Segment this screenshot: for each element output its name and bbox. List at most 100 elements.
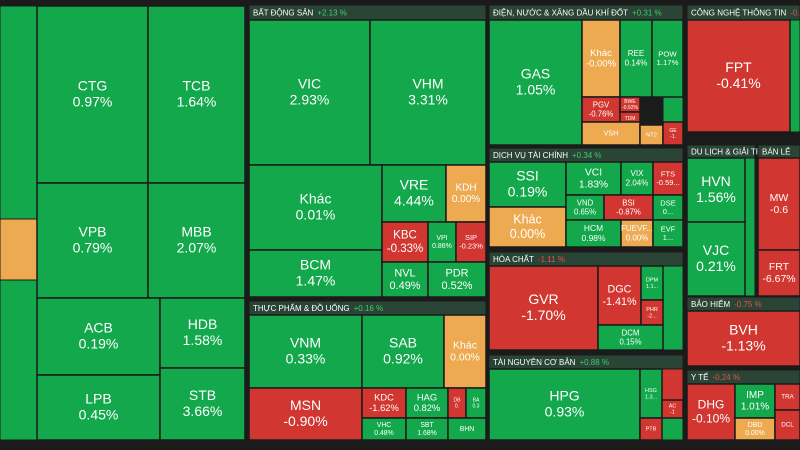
tile-ticker: FTS [661,169,675,178]
tile-change: -1.13% [721,338,765,354]
tile-change: 3.66% [183,403,223,419]
tile [0,218,38,281]
tile-change: 0.14% [625,58,648,67]
tile [619,19,653,98]
tile [744,157,756,297]
tile-change: 0.52% [442,280,473,292]
tile-ticker: ACB [84,320,113,336]
tile-ticker: DB [454,398,462,404]
tile-change: 0.01% [296,207,336,223]
tile-change: 1.05% [516,82,556,98]
tile [455,221,487,263]
tile-ticker: KDH [455,183,476,194]
tile-change: 3.31% [408,92,448,108]
tile [427,221,457,263]
tile [248,164,383,251]
tile-change: 0... [663,207,673,216]
tile-ticker: VPI [436,235,447,242]
tile [651,19,684,98]
tile-ticker: Khác [300,191,332,207]
tile-ticker: VCI [585,168,602,179]
sector-name: BẢO HIỂM [691,300,730,309]
sector-name: ĐIỆN, NƯỚC & XĂNG DẦU KHÍ ĐỐT [493,8,628,18]
tile [686,19,791,133]
tile-ticker: VNM [290,335,321,351]
tile-ticker: SBT [420,422,434,429]
tile [661,417,684,441]
tile-ticker: BCM [300,257,331,273]
tile-change: 1.17% [657,58,679,67]
tile [686,221,746,297]
tile-ticker: VIC [298,76,321,92]
sector-change: +0.16 % [354,304,384,313]
sector-name: THỰC PHẨM & ĐỒ UỐNG [253,303,350,313]
tile-ticker: PHR [646,307,658,313]
tile-change: 0.00% [510,227,545,241]
tile [662,121,684,146]
tile-ticker: REE [628,49,644,58]
sector-name: DỊCH VỤ TÀI CHÍNH [493,151,568,160]
tile [445,164,487,223]
sector-change: +0.31 % [632,9,662,18]
tile [488,368,641,441]
tile-change: 0.00% [745,430,764,437]
tile-ticker: MBB [181,224,211,240]
sector-name: CÔNG NGHỆ THÔNG TIN [691,9,786,18]
tile-change: 0.19% [79,336,119,352]
tile-ticker: DHG [698,398,725,412]
sector-name: BẤT ĐỘNG SẢN [253,8,314,18]
tile-change: 1... [663,233,673,242]
tile-ticker: LPB [85,391,111,407]
tile-change: 1.68% [417,430,436,437]
tile [597,324,664,351]
tile-ticker: FPT [725,59,752,75]
tile-change: -0.87% [616,207,641,216]
tile-change: -2... [647,313,657,319]
tile [248,314,363,389]
tile-ticker: VIX [631,169,645,178]
tile-ticker: PDR [445,267,468,279]
tile-ticker: POW [658,49,677,58]
tile [36,5,149,184]
tile-change: -0.23% [459,241,483,250]
tile [248,387,363,441]
tile-ticker: MSN [290,397,321,413]
tile-ticker: VHC [377,422,392,429]
tile-ticker: KBC [393,230,417,242]
tile-change: 0.15% [619,337,641,346]
tile-change: -1 [670,410,675,416]
tile-ticker: HDB [188,316,218,332]
tile-change: 0.49% [390,280,421,292]
tile [662,265,684,351]
tile [757,249,800,297]
tile-ticker: EVF [661,224,676,233]
tile [661,368,684,401]
sector-name: TÀI NGUYÊN CƠ BẢN [493,358,576,367]
tile-ticker: Khác [513,212,542,226]
sector-change: -0.31 % [790,9,800,18]
tile-ticker: HPG [549,388,579,404]
tile-ticker: BWE [624,99,636,105]
tile-change: 0.45% [79,407,119,423]
tile-ticker: FUEVF... [621,224,653,233]
tile-ticker: VSH [604,129,619,137]
tile [427,261,487,298]
tile-ticker: DPM [646,277,659,283]
tile-change: 0.65% [574,207,596,216]
tile-ticker: VRE [400,177,429,193]
tile-ticker: NVL [394,267,415,279]
tile [686,310,800,367]
tile-change: -0.59... [656,178,679,187]
tile-change: 2.04% [626,178,649,187]
tile [159,367,246,441]
tile-ticker: VHM [412,76,443,92]
tile-ticker: GE [669,128,677,134]
tile-ticker: VPB [78,224,106,240]
tile [774,409,800,441]
tile-change: 1.58% [183,332,223,348]
tile-change: 0.97% [73,94,113,110]
tile-ticker: Khác [453,340,477,352]
tile-ticker: BHN [460,426,475,433]
tile-change: -6.67% [762,273,795,285]
tile-change: 0.33% [286,351,326,367]
